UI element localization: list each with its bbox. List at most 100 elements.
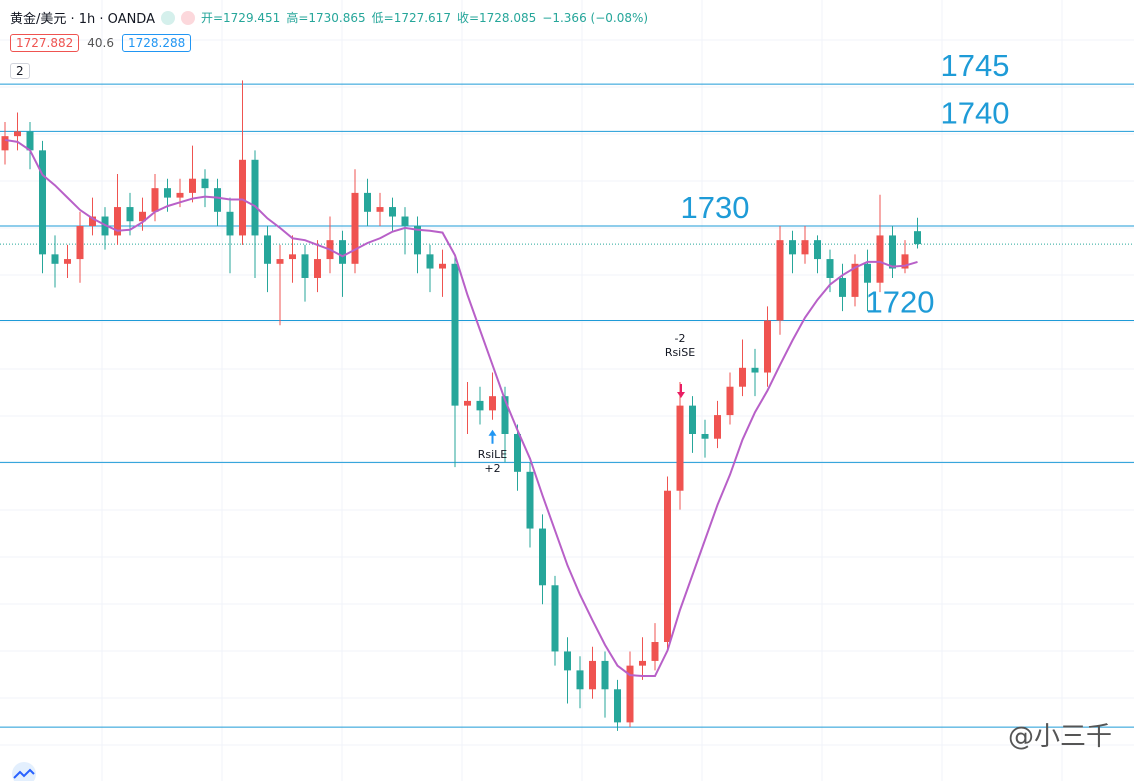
candle-body: [264, 235, 271, 264]
signal-qty: -2: [675, 332, 686, 345]
candle-body: [51, 254, 59, 264]
candle-body: [289, 254, 296, 260]
candle-body: [876, 235, 884, 283]
candle-body: [126, 207, 134, 222]
candle-body: [464, 400, 471, 406]
status-icon[interactable]: [180, 10, 195, 25]
candle-body: [451, 263, 459, 406]
candle-body: [526, 471, 534, 529]
candle-body: [276, 259, 284, 264]
candle-body: [789, 240, 796, 255]
candle-body: [564, 651, 571, 671]
candle-body: [1, 136, 9, 151]
candle-body: [539, 528, 546, 586]
candle-body: [476, 400, 484, 411]
candle-body: [639, 660, 646, 666]
candle-body: [676, 405, 684, 491]
candle-body: [164, 188, 171, 198]
candle-body: [401, 216, 409, 226]
candle-body: [651, 642, 659, 661]
candle-body: [589, 660, 596, 690]
candle-body: [614, 689, 621, 723]
candle-body: [864, 263, 871, 283]
header: 黄金/美元 · 1h · OANDA 开=1729.451 高=1730.865…: [10, 8, 648, 27]
candle-body: [351, 192, 359, 264]
candle-body: [226, 211, 234, 236]
level-label: 1730: [681, 190, 750, 225]
candle-body: [826, 259, 834, 278]
indicator-toggle[interactable]: 2: [10, 63, 30, 79]
ask[interactable]: 1728.288: [121, 34, 192, 52]
candle-body: [739, 367, 746, 387]
candle-body: [601, 660, 609, 690]
signal-arrow: [488, 429, 497, 444]
signal-label: RsiSE: [665, 346, 695, 359]
candle-body: [251, 159, 259, 236]
candle-body: [389, 207, 396, 217]
candle-body: [576, 670, 584, 690]
bid[interactable]: 1727.882: [10, 34, 80, 52]
candle-body: [714, 415, 721, 439]
candle-body: [176, 192, 184, 198]
candle-body: [764, 320, 771, 373]
candle-body: [801, 240, 809, 255]
candle-body: [89, 216, 96, 226]
candle-body: [151, 188, 159, 212]
candle-body: [626, 665, 634, 723]
ohlc-change: −1.366 (−0.08%): [542, 10, 649, 25]
candle-body: [339, 240, 346, 264]
level-label: 1745: [941, 48, 1010, 83]
candle-body: [814, 240, 821, 260]
quote-row: 1727.882 40.6 1728.288: [10, 34, 192, 52]
candle-body: [751, 367, 759, 373]
candle-body: [39, 150, 46, 255]
candle-body: [901, 254, 909, 269]
candle-body: [314, 259, 321, 278]
candle-body: [364, 192, 371, 212]
candle-body: [414, 225, 421, 255]
candle-body: [426, 254, 434, 269]
signal-arrow: [677, 383, 685, 398]
moving-average: [4, 138, 918, 678]
signal-qty: +2: [484, 462, 500, 475]
symbol: 黄金/美元 · 1h · OANDA: [10, 12, 155, 27]
candle-body: [214, 188, 221, 212]
candle-body: [64, 259, 71, 264]
candle-body: [839, 277, 846, 297]
level-label: 1740: [941, 95, 1010, 130]
candle-body: [239, 159, 246, 236]
logo: [12, 762, 36, 781]
candle-body: [189, 178, 196, 193]
candle-body: [439, 263, 446, 269]
ohlc-high: 高=1730.865: [286, 11, 366, 25]
signal-label: RsiLE: [478, 448, 508, 461]
candle-body: [514, 433, 521, 472]
candle-body: [889, 235, 896, 269]
candle-body: [689, 405, 696, 434]
candle-body: [26, 131, 34, 151]
candle-body: [114, 207, 121, 236]
watermark: @小三千: [1007, 722, 1112, 752]
candle-body: [551, 585, 559, 652]
candle-body: [76, 225, 84, 260]
candle-body: [14, 131, 21, 137]
candle-body: [664, 490, 671, 643]
ohlc-low: 低=1727.617: [371, 11, 451, 25]
candle-body: [776, 240, 784, 321]
level-label: 1720: [866, 285, 935, 320]
candle-body: [701, 433, 709, 439]
logo: [13, 768, 35, 779]
candle-body: [726, 386, 734, 416]
candle-body: [139, 211, 146, 222]
spread: 40.6: [87, 36, 114, 50]
candle-body: [489, 396, 496, 411]
candle-body: [851, 263, 859, 297]
ohlc-open: 开=1729.451: [200, 11, 281, 25]
ohlc-close: 收=1728.085: [456, 11, 537, 25]
status-icon[interactable]: [160, 10, 175, 25]
candle-body: [301, 254, 309, 278]
candle-body: [914, 231, 921, 245]
candle-body: [201, 178, 209, 189]
